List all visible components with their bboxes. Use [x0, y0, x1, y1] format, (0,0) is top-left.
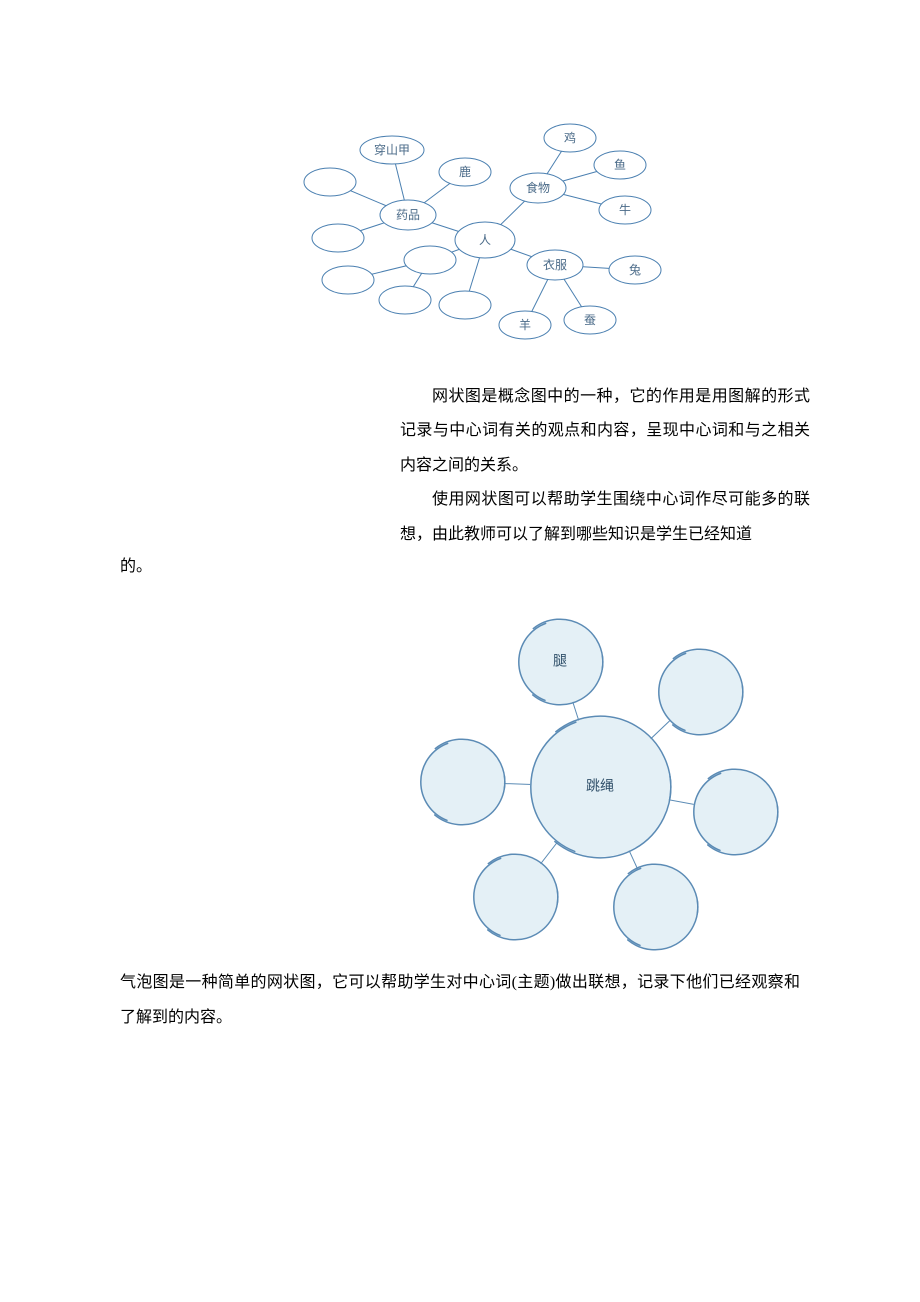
svg-text:牛: 牛	[619, 202, 631, 217]
para2-hang: 的。	[120, 550, 800, 584]
paragraph-block-1: 网状图是概念图中的一种，它的作用是用图解的形式记录与中心词有关的观点和内容，呈现…	[400, 380, 810, 552]
svg-text:鱼: 鱼	[614, 158, 626, 172]
svg-text:食物: 食物	[526, 180, 550, 195]
para2: 使用网状图可以帮助学生围绕中心词作尽可能多的联想，由此教师可以了解到哪些知识是学…	[400, 483, 810, 552]
para2-l1: 使用网状图可以帮助学生围绕中心词作尽可能多的	[432, 491, 794, 508]
para1: 网状图是概念图中的一种，它的作用是用图解的形式记录与中心词有关的观点和内容，呈现…	[400, 380, 810, 483]
svg-text:药品: 药品	[396, 208, 420, 222]
document-page: 人 食物 鸡鱼牛衣服 兔蚕 羊 药品 鹿 穿山甲 网状图是概念图中的一种，它的作用是用图解的形…	[0, 0, 920, 1302]
svg-text:兔: 兔	[629, 262, 641, 277]
para3: 气泡图是一种简单的网状图，它可以帮助学生对中心词(主题)做出联想，记录下他们已经…	[120, 966, 800, 1035]
svg-text:鸡: 鸡	[564, 130, 576, 145]
svg-text:衣服: 衣服	[543, 257, 567, 272]
network-diagram: 人 食物 鸡鱼牛衣服 兔蚕 羊 药品 鹿 穿山甲	[290, 110, 680, 360]
svg-text:羊: 羊	[519, 317, 531, 332]
para1-l1: 网状图是概念图中的一种，它的作用是用图解的形	[432, 388, 794, 405]
svg-text:蚕: 蚕	[584, 313, 596, 327]
svg-text:穿山甲: 穿山甲	[374, 142, 410, 157]
svg-text:腿: 腿	[553, 655, 567, 670]
svg-text:鹿: 鹿	[459, 164, 471, 179]
svg-text:人: 人	[479, 233, 491, 247]
para3-l1: 气泡图是一种简单的网状图，它可以帮助学生对中心词(主题)做出联想，记录下他们已经…	[120, 974, 768, 991]
svg-text:跳绳: 跳绳	[586, 779, 614, 795]
bubble-diagram: 跳绳 腿	[400, 602, 800, 952]
paragraph-block-2: 气泡图是一种简单的网状图，它可以帮助学生对中心词(主题)做出联想，记录下他们已经…	[120, 966, 800, 1035]
